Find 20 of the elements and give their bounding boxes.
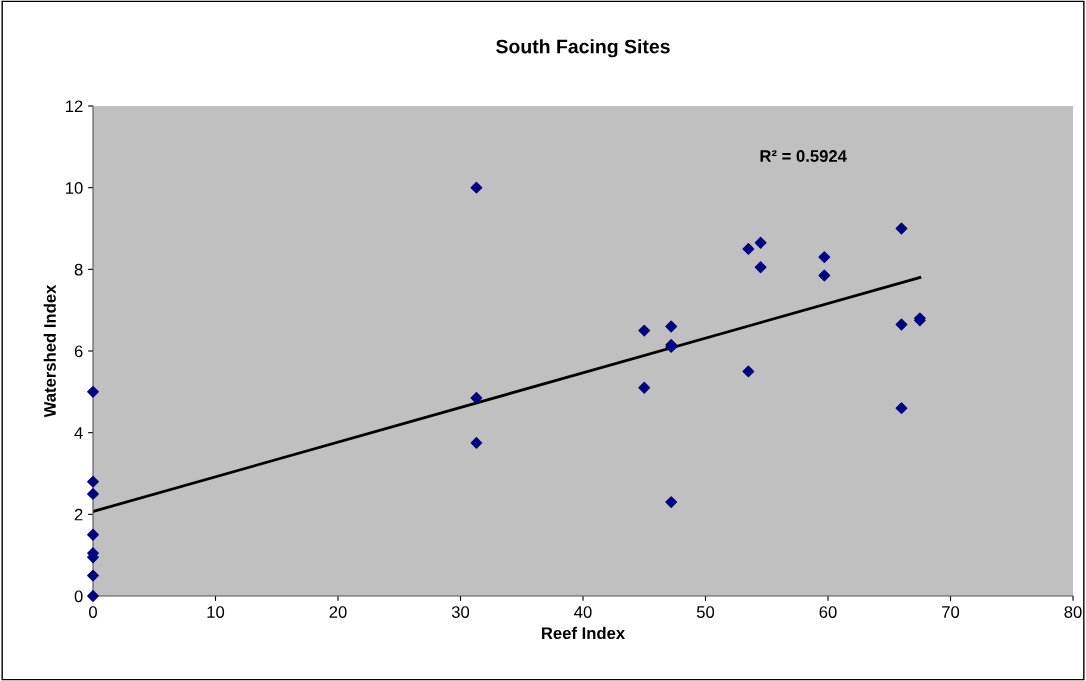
x-tick-label: 30 xyxy=(451,606,470,618)
y-tick-label: 0 xyxy=(74,590,83,603)
x-tick-label: 50 xyxy=(696,606,715,618)
chart-title: South Facing Sites xyxy=(496,39,670,58)
x-axis-title: Reef Index xyxy=(541,626,626,640)
x-tick-label: 70 xyxy=(942,606,960,618)
x-tick-label: 0 xyxy=(89,606,97,618)
y-tick-label: 2 xyxy=(74,508,83,521)
annotation: R² = 0.5924 xyxy=(760,150,847,162)
x-tick-label: 80 xyxy=(1064,606,1082,618)
x-tick-label: 10 xyxy=(207,606,225,618)
y-axis-title: Watershed Index xyxy=(43,284,56,418)
y-tick-label: 8 xyxy=(74,263,83,276)
x-tick-label: 40 xyxy=(574,606,592,618)
y-tick-label: 10 xyxy=(66,182,83,194)
x-tick-label: 20 xyxy=(329,606,347,618)
y-tick-label: 4 xyxy=(74,427,83,439)
y-tick-label: 6 xyxy=(74,345,83,358)
x-tick-label: 60 xyxy=(819,606,837,618)
y-tick-label: 12 xyxy=(66,100,83,113)
